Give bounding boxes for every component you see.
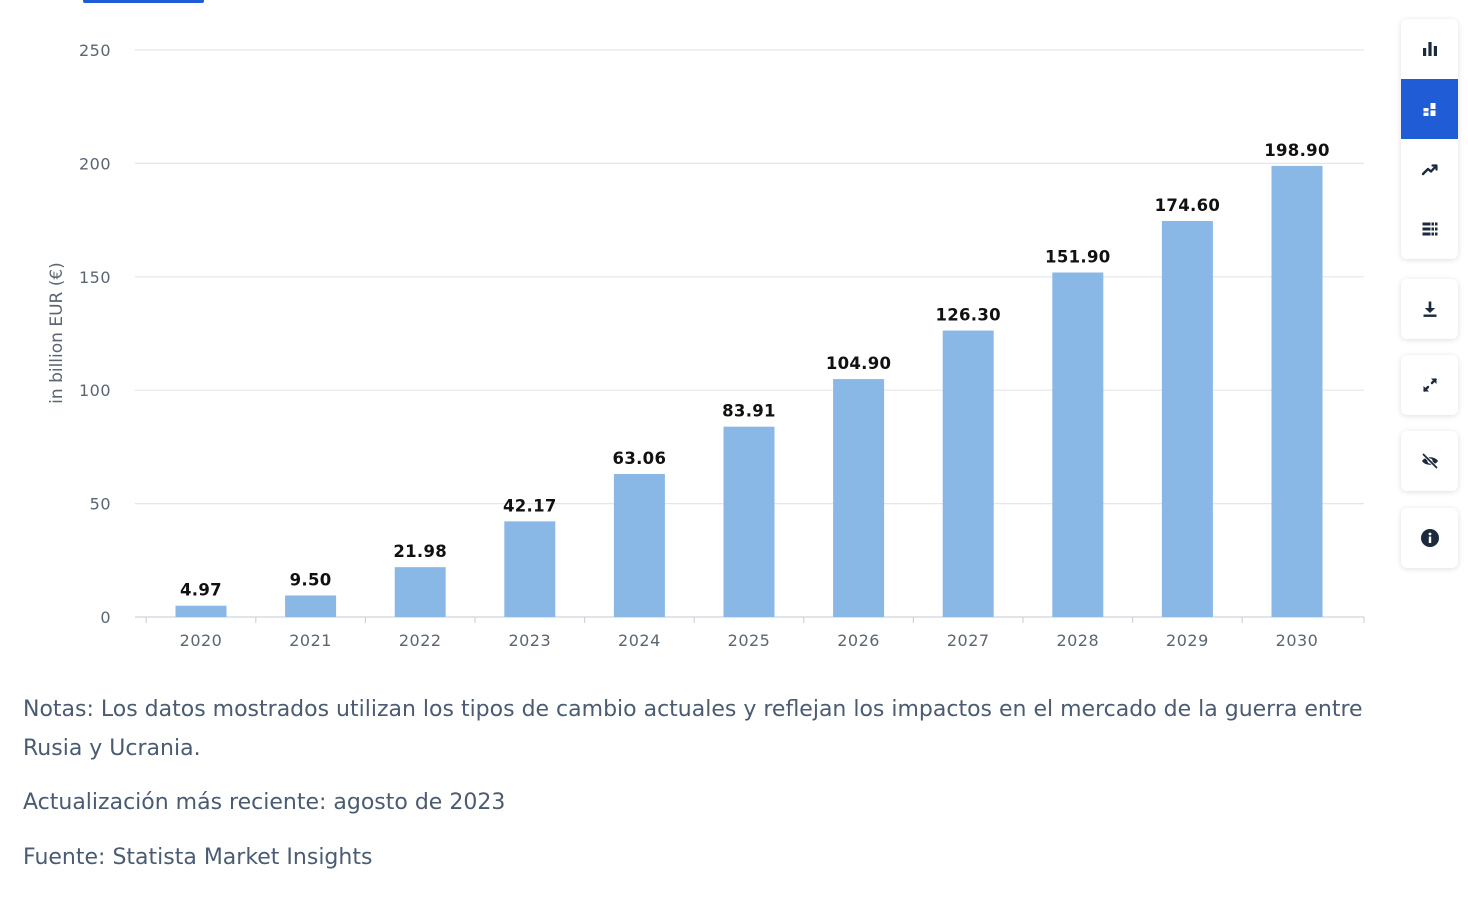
fullscreen-button-container xyxy=(1401,355,1458,415)
hide-chart-button[interactable] xyxy=(1401,431,1458,491)
data-label: 42.17 xyxy=(503,496,557,515)
data-label: 104.90 xyxy=(826,354,891,373)
chart-update-date: Actualización más reciente: agosto de 20… xyxy=(23,790,506,815)
hide-button-container xyxy=(1401,431,1458,491)
stacked-chart-view-button[interactable] xyxy=(1401,79,1458,139)
x-tick-label: 2029 xyxy=(1166,631,1209,650)
y-tick-label: 200 xyxy=(79,154,111,173)
x-tick-label: 2027 xyxy=(947,631,990,650)
x-tick-label: 2021 xyxy=(289,631,332,650)
table-view-button[interactable] xyxy=(1401,199,1458,259)
x-tick-label: 2022 xyxy=(399,631,442,650)
chart-labels: 0 50 100 150 200 250 4.97 2020 9.50 2021 21.98 2022… xyxy=(79,41,1329,650)
bar-2020 xyxy=(175,605,227,617)
chart-notes: Notas: Los datos mostrados utilizan los … xyxy=(23,697,1363,761)
bar-2025 xyxy=(723,426,775,617)
fullscreen-button[interactable] xyxy=(1401,355,1458,415)
data-label: 21.98 xyxy=(393,542,447,561)
download-icon xyxy=(1423,301,1436,317)
stacked-chart-icon xyxy=(1423,103,1435,116)
x-tick-label: 2020 xyxy=(180,631,223,650)
bar-2029 xyxy=(1161,221,1213,617)
bar-2021 xyxy=(285,595,337,617)
info-button[interactable] xyxy=(1401,508,1458,568)
chart-view-switcher xyxy=(1401,19,1458,259)
data-label: 151.90 xyxy=(1045,247,1110,266)
data-label: 63.06 xyxy=(613,449,667,468)
bar-2030 xyxy=(1271,165,1323,617)
bar-chart: 0 50 100 150 200 250 4.97 2020 9.50 2021 21.98 2022… xyxy=(47,41,1365,650)
active-tab-indicator xyxy=(83,0,204,3)
data-label: 9.50 xyxy=(290,570,332,589)
bar-2027 xyxy=(942,330,994,617)
y-tick-label: 250 xyxy=(79,41,111,60)
info-button-container xyxy=(1401,508,1458,568)
info-icon xyxy=(1420,529,1439,547)
bar-2024 xyxy=(613,473,665,617)
bar-2023 xyxy=(504,521,556,617)
bar-chart-icon xyxy=(1422,42,1437,56)
bar-chart-view-button[interactable] xyxy=(1401,19,1458,79)
x-tick-label: 2026 xyxy=(837,631,880,650)
trend-line-icon xyxy=(1421,164,1438,176)
data-label: 198.90 xyxy=(1264,141,1329,160)
eye-off-icon xyxy=(1421,453,1438,469)
download-button[interactable] xyxy=(1401,279,1458,339)
bar-2022 xyxy=(394,567,446,617)
data-label: 174.60 xyxy=(1155,196,1220,215)
x-tick-label: 2025 xyxy=(728,631,771,650)
y-tick-label: 150 xyxy=(79,268,111,287)
x-tick-label: 2023 xyxy=(508,631,551,650)
data-label: 83.91 xyxy=(722,402,776,421)
expand-icon xyxy=(1422,378,1437,392)
y-tick-label: 100 xyxy=(79,381,111,400)
chart-bars xyxy=(175,165,1323,617)
table-grid-icon xyxy=(1422,222,1437,236)
x-tick-label: 2028 xyxy=(1056,631,1099,650)
y-tick-label: 0 xyxy=(100,608,111,627)
x-tick-label: 2030 xyxy=(1276,631,1319,650)
data-label: 4.97 xyxy=(180,581,222,600)
download-button-container xyxy=(1401,279,1458,339)
chart-source: Fuente: Statista Market Insights xyxy=(23,845,373,870)
y-axis-title: in billion EUR (€) xyxy=(47,262,67,404)
x-tick-label: 2024 xyxy=(618,631,661,650)
y-tick-label: 50 xyxy=(90,495,111,514)
data-label: 126.30 xyxy=(935,306,1000,325)
bar-2028 xyxy=(1052,272,1104,617)
chart-gridlines xyxy=(135,49,1365,623)
bar-2026 xyxy=(833,379,885,617)
trend-line-view-button[interactable] xyxy=(1401,139,1458,199)
